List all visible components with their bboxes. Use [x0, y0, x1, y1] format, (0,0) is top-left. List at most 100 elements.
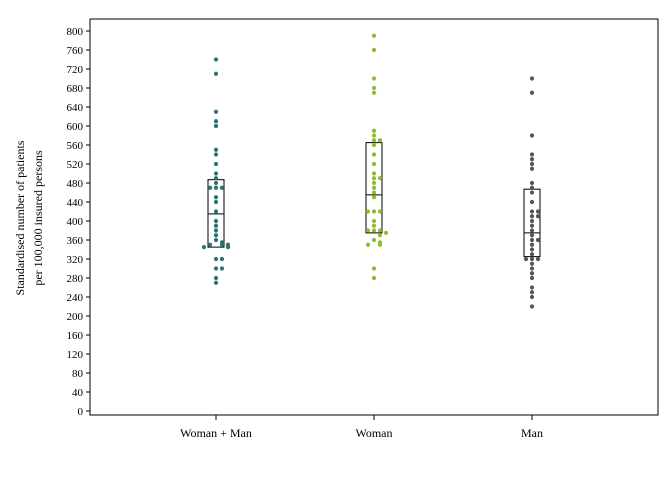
data-point — [535, 237, 541, 243]
y-tick-label: 280 — [67, 273, 84, 285]
data-point — [529, 209, 535, 214]
data-point — [371, 90, 377, 95]
data-point — [535, 214, 541, 219]
data-point — [529, 252, 535, 257]
data-point — [213, 233, 219, 238]
data-point — [535, 209, 541, 214]
data-point — [219, 256, 225, 262]
data-point — [371, 142, 377, 148]
y-tick-label: 240 — [67, 292, 84, 304]
data-point — [213, 152, 219, 157]
data-point — [213, 119, 219, 124]
y-axis: 0 40 80 120 160 200 240 280 320 360 400 440 480 520 56… — [67, 26, 90, 418]
data-point — [529, 180, 535, 186]
data-point — [371, 223, 377, 228]
data-point — [371, 218, 377, 224]
y-tick-label: 560 — [67, 140, 84, 152]
data-point — [213, 275, 219, 281]
data-point — [213, 57, 219, 62]
data-point — [365, 242, 371, 247]
data-point — [213, 266, 219, 271]
data-point — [529, 223, 535, 228]
x-category-label: Woman — [355, 426, 392, 440]
y-tick-label: 80 — [72, 368, 84, 380]
data-point — [213, 71, 219, 76]
data-point — [529, 218, 535, 224]
y-tick-label: 600 — [67, 121, 84, 133]
y-tick-label: 200 — [67, 311, 84, 323]
data-point — [213, 147, 219, 152]
y-tick-label: 360 — [67, 235, 84, 247]
data-point — [371, 195, 377, 200]
data-point — [213, 218, 219, 224]
data-point — [371, 228, 377, 233]
data-point — [377, 138, 383, 143]
data-point — [529, 76, 535, 81]
data-point — [371, 47, 377, 53]
data-point — [371, 138, 377, 143]
iqr-box — [365, 142, 383, 234]
data-point — [529, 271, 535, 276]
y-tick-label: 520 — [67, 159, 84, 171]
data-point — [225, 245, 231, 250]
y-tick-label: 760 — [67, 45, 84, 57]
series-group — [523, 76, 541, 309]
data-point — [371, 133, 377, 138]
data-point — [201, 245, 207, 250]
data-point — [371, 185, 377, 190]
series-group — [365, 33, 389, 281]
data-point — [213, 109, 219, 114]
data-point — [213, 237, 219, 243]
data-point — [383, 230, 389, 235]
data-point — [213, 195, 219, 200]
data-point — [523, 256, 529, 262]
data-point — [371, 128, 377, 133]
data-point — [213, 180, 219, 186]
series-layer — [201, 33, 541, 309]
data-point — [529, 237, 535, 243]
data-point — [213, 228, 219, 233]
data-point — [377, 242, 383, 247]
y-tick-label: 0 — [78, 406, 84, 418]
data-point — [213, 123, 219, 129]
data-point — [219, 185, 225, 190]
data-point — [529, 233, 535, 238]
x-axis: Woman + Man Woman Man — [180, 415, 543, 440]
data-point — [213, 176, 219, 181]
data-point — [213, 185, 219, 190]
series-group — [201, 57, 231, 285]
y-tick-label: 120 — [67, 349, 84, 361]
y-axis-title-line-2: per 100,000 insured persons — [31, 150, 45, 286]
data-point — [529, 157, 535, 162]
data-point — [213, 256, 219, 262]
data-point — [371, 190, 377, 195]
data-point — [207, 242, 213, 247]
data-point — [219, 266, 225, 271]
data-point — [371, 237, 377, 243]
x-category-label: Man — [521, 426, 543, 440]
data-point — [371, 266, 377, 271]
data-point — [365, 228, 371, 233]
data-point — [371, 209, 377, 214]
data-point — [213, 209, 219, 214]
data-point — [529, 261, 535, 266]
data-point — [213, 161, 219, 167]
data-point — [529, 247, 535, 252]
data-point — [529, 256, 535, 262]
data-point — [213, 280, 219, 285]
data-point — [535, 256, 541, 262]
data-point — [529, 290, 535, 295]
data-point — [365, 209, 371, 214]
data-point — [529, 214, 535, 219]
data-point — [529, 152, 535, 157]
data-point — [529, 285, 535, 290]
y-tick-label: 320 — [67, 254, 84, 266]
data-point — [529, 304, 535, 309]
data-point — [213, 171, 219, 176]
data-point — [207, 185, 213, 190]
data-point — [529, 199, 535, 205]
data-point — [213, 223, 219, 228]
data-point — [529, 294, 535, 300]
data-point — [529, 228, 535, 233]
